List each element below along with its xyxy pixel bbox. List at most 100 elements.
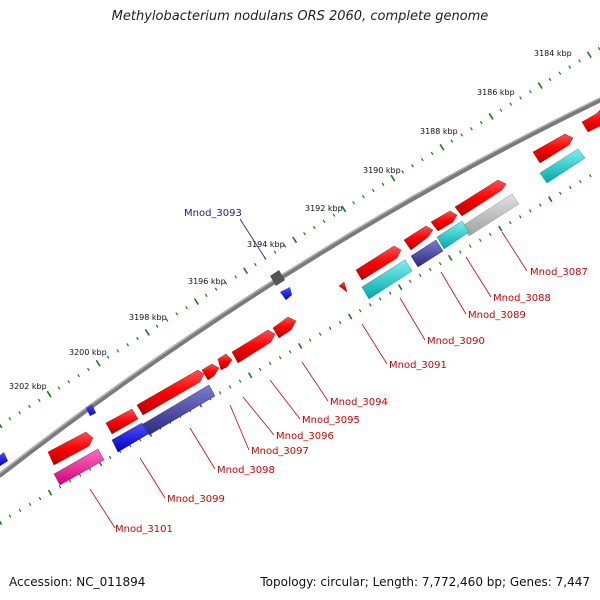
minor-tick	[358, 309, 362, 313]
major-tick	[193, 298, 199, 305]
minor-tick	[322, 219, 326, 224]
minor-tick	[578, 179, 582, 184]
accession-text: Accession: NC_011894	[9, 575, 146, 589]
minor-tick	[214, 287, 218, 291]
minor-tick	[458, 250, 462, 254]
gene-feature	[136, 369, 205, 416]
major-tick	[297, 342, 303, 349]
scale-label-3200: 3200 kbp	[69, 348, 107, 357]
gene-feature	[0, 452, 8, 466]
minor-tick	[303, 232, 306, 236]
minor-tick	[428, 267, 432, 272]
gene-feature	[338, 281, 348, 293]
major-tick	[548, 196, 553, 203]
minor-tick	[224, 281, 228, 285]
minor-tick	[57, 386, 61, 390]
major-tick	[243, 267, 249, 275]
minor-tick	[28, 502, 32, 507]
gene-label-mnod-3099: Mnod_3099	[167, 494, 225, 505]
major-tick	[144, 329, 150, 336]
minor-tick	[185, 306, 188, 310]
minor-tick	[77, 373, 80, 378]
minor-tick	[218, 391, 222, 395]
minor-tick	[470, 127, 473, 131]
gene-label-mnod-3096: Mnod_3096	[276, 431, 334, 442]
magenta-feature	[53, 448, 105, 486]
major-tick	[398, 284, 403, 291]
major-tick	[439, 143, 445, 151]
indigo-feature	[142, 384, 216, 436]
minor-tick	[283, 244, 287, 248]
gene-label-mnod-3095: Mnod_3095	[302, 415, 360, 426]
minor-tick	[58, 485, 62, 489]
minor-tick	[273, 250, 277, 254]
minor-tick	[258, 367, 262, 372]
minor-tick	[136, 336, 139, 341]
minor-tick	[588, 173, 592, 178]
gene-feature	[403, 225, 434, 251]
minor-tick	[450, 139, 454, 143]
major-tick	[0, 423, 3, 429]
minor-tick	[38, 496, 42, 501]
gene-feature	[454, 179, 507, 217]
minor-tick	[411, 164, 414, 168]
cyan-feature	[361, 259, 413, 300]
minor-tick	[420, 157, 424, 162]
major-tick	[247, 372, 253, 379]
major-tick	[341, 205, 347, 213]
minor-tick	[558, 191, 562, 195]
major-tick	[95, 359, 101, 367]
minor-tick	[408, 279, 412, 284]
minor-tick	[68, 479, 72, 483]
minor-tick	[28, 404, 31, 409]
minor-tick	[388, 291, 392, 295]
gene-feature	[86, 404, 96, 416]
gene-label-mnod-3093: Mnod_3093	[184, 208, 242, 219]
minor-tick	[228, 385, 232, 389]
minor-tick	[578, 59, 581, 63]
scale-label-3194: 3194 kbp	[247, 240, 285, 249]
minor-tick	[568, 65, 572, 69]
minor-tick	[430, 151, 434, 156]
scale-label-3184: 3184 kbp	[534, 49, 572, 58]
minor-tick	[488, 232, 492, 237]
reverse-strand-genes	[0, 270, 292, 466]
gene-labels: Mnod_3087 Mnod_3088 Mnod_3089 Mnod_3090 …	[115, 208, 588, 535]
minor-tick	[519, 96, 522, 100]
minor-tick	[116, 349, 120, 353]
minor-tick	[67, 380, 71, 384]
gene-feature	[280, 287, 292, 300]
minor-tick	[401, 170, 405, 174]
minor-tick	[18, 508, 22, 512]
minor-tick	[479, 120, 483, 125]
inner-tick-track	[0, 173, 592, 525]
minor-tick	[8, 514, 12, 518]
gene-label-mnod-3090: Mnod_3090	[427, 336, 485, 347]
gene-feature	[430, 210, 458, 232]
gene-label-mnod-3089: Mnod_3089	[468, 310, 526, 321]
minor-tick	[106, 355, 110, 359]
scale-label-3188: 3188 kbp	[420, 127, 458, 136]
minor-tick	[328, 326, 332, 330]
minor-tick	[548, 77, 552, 82]
major-tick	[488, 113, 494, 120]
major-tick	[347, 313, 353, 320]
minor-tick	[175, 312, 179, 316]
gene-label-mnod-3088: Mnod_3088	[493, 293, 551, 304]
minor-tick	[165, 318, 169, 322]
gene-feature	[201, 363, 220, 381]
gene-label-leader-blue	[239, 218, 266, 259]
minor-tick	[508, 220, 512, 225]
minor-tick	[288, 350, 292, 354]
scale-labels: 3184 kbp 3186 kbp 3188 kbp 3190 kbp 3192…	[9, 49, 572, 391]
inner-features	[53, 148, 586, 486]
scale-label-3192: 3192 kbp	[305, 204, 343, 213]
gene-feature	[272, 316, 297, 339]
minor-tick	[371, 188, 375, 193]
minor-tick	[362, 194, 365, 199]
gene-feature	[47, 431, 94, 466]
minor-tick	[368, 303, 372, 307]
minor-tick	[87, 367, 90, 372]
scale-label-3190: 3190 kbp	[363, 166, 401, 175]
gene-label-mnod-3101: Mnod_3101	[115, 524, 173, 535]
